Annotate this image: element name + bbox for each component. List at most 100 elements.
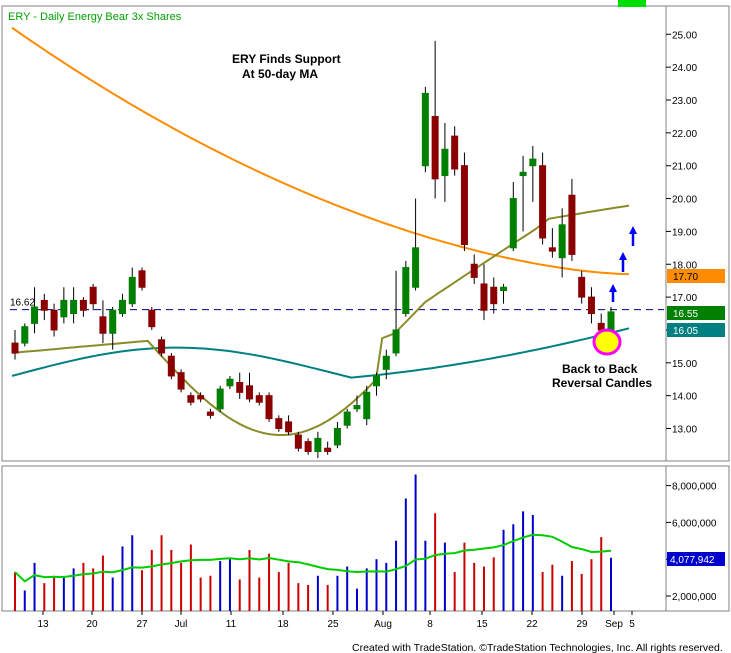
candle-body [568,194,576,255]
up-arrow-head [619,252,627,260]
candle-body [138,270,146,288]
ma20-line [11,204,630,436]
candle-body [392,329,400,354]
price-badge-label: 16.05 [673,326,698,337]
price-tick-label: 21.00 [672,162,697,173]
footer-credit: Created with TradeStation. ©TradeStation… [352,642,723,653]
price-tick-label: 19.00 [672,227,697,238]
candle-body [412,247,420,288]
price-tick-label: 18.00 [672,260,697,271]
candle-body [353,405,361,410]
date-tick-label: 8 [427,619,433,630]
candle-body [294,434,302,449]
volume-panel [1,465,667,612]
candle-body [548,247,556,252]
price-tick-label: 17.00 [672,293,697,304]
candle-body [148,309,156,328]
candle-body [50,309,58,331]
price-tick-label: 22.00 [672,129,697,140]
candle-body [70,299,78,315]
date-tick-label: 22 [526,619,538,630]
price-tick-label: 20.00 [672,195,697,206]
candle-body [60,299,68,318]
candle-body [275,418,283,429]
date-tick-label: 25 [327,619,339,630]
candle-body [21,326,29,344]
candle-body [363,391,371,420]
candle-body [158,339,166,354]
date-axis: 13 20 27 Jul 11 18 25 Aug 8 15 22 29 Sep 5 [37,611,635,630]
volume-ma-line [14,533,612,583]
candle-body [587,296,595,315]
up-arrow-head [609,284,617,292]
price-badges: 17.70 16.55 16.05 4,077,942 [667,269,725,566]
candle-body [128,276,136,305]
candle-body [460,165,468,246]
candles [11,40,615,459]
candle-body [265,395,273,420]
candle-body [490,286,498,305]
up-arrows [609,226,637,302]
candle-body [109,309,117,334]
candle-body [89,286,97,305]
candle-body [324,447,332,452]
date-tick-label: 11 [226,619,237,630]
price-tick-label: 24.00 [672,63,697,74]
reversal-annotation-line2: Reversal Candles [552,376,652,390]
candle-body [177,372,185,390]
candle-body [431,115,439,180]
candle-body [480,283,488,311]
candle-body [40,299,48,311]
date-tick-label: Aug [374,619,392,630]
candle-body [373,375,381,387]
candle-body [255,395,263,403]
price-tick-label: 15.00 [672,359,697,370]
candle-body [31,306,39,324]
candle-body [206,411,214,416]
date-tick-label: 20 [86,619,98,630]
price-badge [667,306,725,320]
volume-tick-label: 6,000,000 [672,518,717,529]
price-badge-label: 17.70 [673,272,698,283]
ma200-line [11,26,630,276]
candle-body [216,388,224,410]
candle-body [197,395,205,400]
candle-body [578,276,586,298]
candle-body [539,165,547,239]
price-badge [667,323,725,337]
date-tick-label: 15 [476,619,488,630]
candle-body [607,311,615,331]
price-badge-label: 16.55 [673,309,698,320]
support-annotation-line1: ERY Finds Support [232,52,341,66]
chart-title: ERY - Daily Energy Bear 3x Shares [8,11,182,23]
support-level-label: 16.62 [10,298,35,309]
volume-axis-panel [665,465,730,612]
date-tick-label: 18 [277,619,289,630]
candle-body [382,355,390,370]
candle-body [470,263,478,278]
status-indicator [618,0,646,7]
price-tick-label: 13.00 [672,425,697,436]
reversal-annotation-line1: Back to Back [562,362,638,376]
candle-body [304,441,312,452]
date-tick-label: Jul [175,619,188,630]
candle-body [343,411,351,426]
date-tick-label: Sep [605,619,623,630]
candle-body [421,92,429,167]
candle-body [451,135,459,170]
price-badge [667,269,725,283]
ma50-line [11,327,630,379]
candle-body [11,342,19,354]
price-tick-label: 14.00 [672,392,697,403]
candle-body [500,286,508,292]
support-annotation-line2: At 50-day MA [242,67,318,81]
volume-tick-label: 8,000,000 [672,482,717,493]
candle-body [314,437,322,452]
candle-body [441,148,449,177]
price-tick-label: 25.00 [672,30,697,41]
price-panel [1,5,667,462]
candle-body [509,198,517,249]
date-tick-label: 27 [136,619,148,630]
candle-body [529,158,537,167]
reversal-highlight [592,328,622,356]
